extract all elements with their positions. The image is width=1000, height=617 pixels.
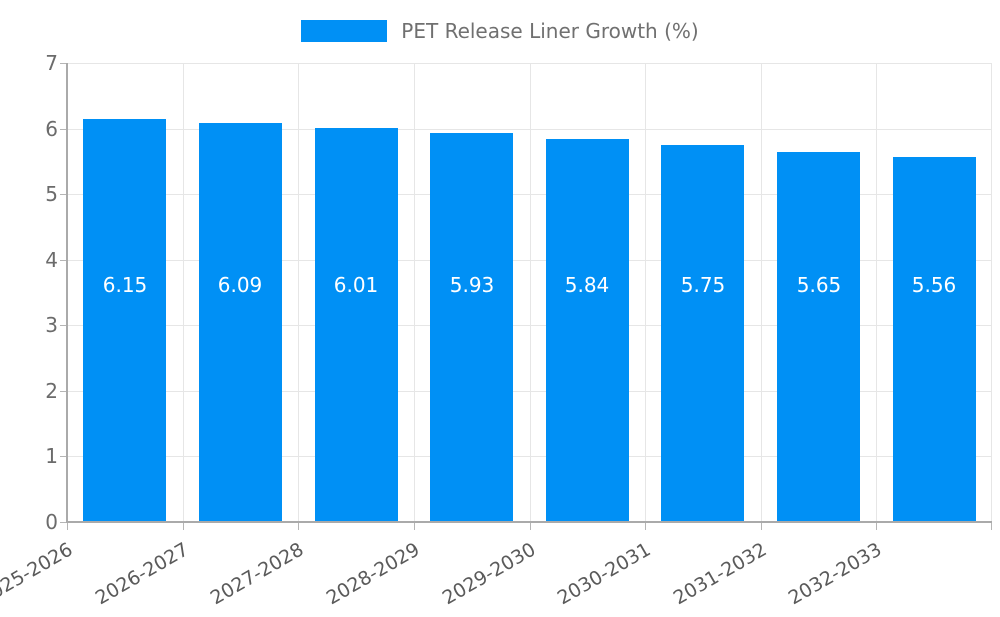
y-tick-mark [60,325,66,327]
y-tick-mark [60,522,66,523]
y-gridline [67,325,992,327]
x-gridline [298,63,299,522]
x-axis-line [67,521,992,523]
bar[interactable] [661,145,744,522]
y-gridline [67,63,992,64]
y-axis-tick-labels: 0 1 2 3 4 5 6 7 [0,0,66,600]
bar[interactable] [546,139,629,522]
bar[interactable] [83,119,166,522]
x-tick-label: 2031-2032 [669,538,771,610]
y-tick-mark [60,194,66,196]
x-tick-mark [991,523,992,530]
x-gridline [876,63,877,522]
x-tick-mark [298,523,299,530]
y-tick-label: 1 [45,444,58,469]
x-gridline [414,63,415,522]
legend-label: PET Release Liner Growth (%) [401,19,699,43]
bar-value-label: 5.84 [564,273,610,297]
x-tick-mark [414,523,415,530]
y-tick-mark [60,259,66,261]
y-gridline [67,456,992,458]
bar-value-label: 5.56 [911,273,957,297]
bar[interactable] [893,157,976,522]
y-tick-label: 3 [45,313,58,338]
bar-value-label: 5.93 [449,273,495,297]
y-gridline [67,390,992,392]
y-axis-line [66,63,68,523]
y-tick-label: 2 [45,378,58,403]
y-tick-label: 4 [45,247,58,272]
y-gridline [67,128,992,130]
legend-color-swatch [301,20,388,42]
x-tick-label: 2027-2028 [206,538,308,610]
y-tick-mark [60,63,66,64]
y-tick-label: 5 [45,182,58,207]
y-tick-label: 0 [45,510,58,534]
x-tick-mark [876,523,877,530]
x-tick-mark [183,523,184,530]
y-tick-mark [60,128,66,130]
x-tick-label: 2029-2030 [438,538,540,610]
x-tick-label: 2032-2033 [784,538,886,610]
x-gridline [761,63,762,522]
x-tick-mark [645,523,646,530]
bar[interactable] [777,152,860,522]
bar-value-label: 6.09 [217,273,263,297]
bar[interactable] [430,133,513,522]
y-gridline [67,194,992,196]
bar-value-label: 6.15 [102,273,148,297]
y-tick-label: 6 [45,116,58,141]
x-tick-label: 2028-2029 [322,538,424,610]
x-tick-mark [530,523,531,530]
x-tick-mark [67,523,68,530]
y-tick-mark [60,390,66,392]
bar[interactable] [199,123,282,522]
y-tick-label: 7 [45,51,58,75]
bar-value-label: 6.01 [333,273,379,297]
x-tick-label: 2030-2031 [553,538,655,610]
x-tick-mark [761,523,762,530]
y-tick-mark [60,456,66,458]
bar-value-label: 5.75 [680,273,726,297]
x-gridline [530,63,531,522]
plot-area: 6.15 6.09 6.01 5.93 5.84 5.75 5.65 5.56 [67,63,992,523]
x-gridline [183,63,184,522]
chart-legend: PET Release Liner Growth (%) [0,14,1000,48]
bar-value-label: 5.65 [796,273,842,297]
y-gridline [67,259,992,261]
bar[interactable] [315,128,398,522]
plot-right-edge [991,63,992,522]
x-gridline [645,63,646,522]
x-tick-label: 2026-2027 [91,538,193,610]
